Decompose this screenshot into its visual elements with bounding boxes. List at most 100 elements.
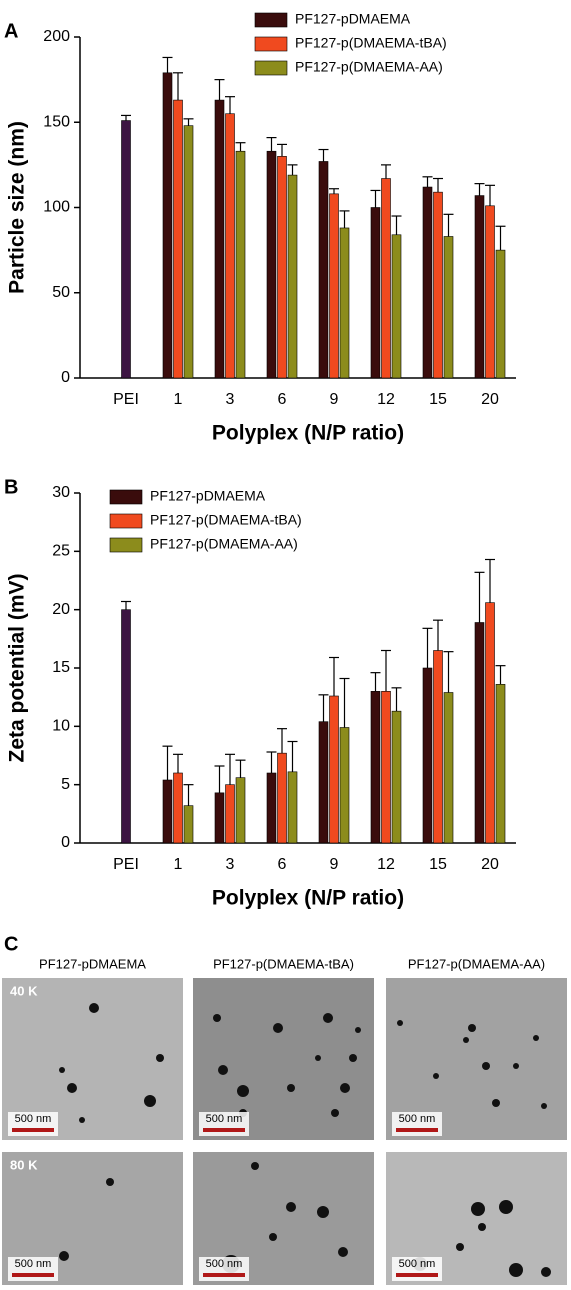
bar	[422, 186, 433, 379]
scale-label: 500 nm	[15, 1113, 52, 1125]
error-bar	[339, 210, 350, 228]
error-bar	[422, 176, 433, 188]
legend-swatch	[254, 12, 288, 28]
particle	[89, 1003, 99, 1013]
bar	[162, 72, 173, 379]
error-bar	[495, 225, 506, 251]
bar	[370, 207, 381, 379]
error-bar	[433, 619, 443, 651]
particle	[468, 1024, 476, 1032]
bar	[183, 805, 194, 844]
error-bar	[183, 118, 194, 126]
x-tick-label: PEI	[113, 391, 139, 408]
bar	[287, 174, 298, 379]
x-tick-label: PEI	[113, 856, 139, 873]
bar	[474, 195, 485, 379]
particle	[509, 1263, 523, 1277]
error-bar	[287, 740, 298, 772]
particle	[349, 1054, 357, 1062]
y-tick-label: 0	[61, 369, 70, 386]
bar	[485, 602, 495, 844]
error-bar	[277, 728, 287, 754]
y-tick-label: 100	[43, 199, 70, 216]
panel-label: A	[4, 20, 18, 42]
error-bar	[266, 751, 277, 773]
x-tick-label: 12	[377, 856, 395, 873]
error-bar	[474, 571, 485, 623]
bar	[225, 113, 235, 379]
bar	[422, 667, 433, 844]
error-bar	[173, 72, 183, 101]
error-bar	[474, 183, 485, 196]
magnification: 80 K	[10, 1157, 38, 1172]
y-axis-title: Particle size (nm)	[6, 121, 29, 294]
particle	[340, 1083, 350, 1093]
particle	[287, 1084, 295, 1092]
error-bar	[318, 694, 329, 722]
x-tick-label: 9	[330, 391, 339, 408]
bar	[329, 695, 339, 844]
bar	[474, 622, 485, 844]
y-tick-label: 30	[52, 484, 70, 501]
error-bar	[266, 136, 277, 152]
x-tick-label: 1	[174, 856, 183, 873]
y-tick-label: 25	[52, 543, 70, 560]
legend-swatch	[254, 60, 288, 76]
particle	[59, 1251, 69, 1261]
error-bar	[339, 677, 350, 728]
legend-swatch	[109, 537, 143, 553]
error-bar	[485, 558, 495, 603]
particle	[67, 1083, 77, 1093]
particle	[492, 1099, 500, 1107]
particle	[456, 1243, 464, 1251]
error-bar	[381, 164, 391, 179]
bar	[318, 161, 329, 379]
error-bar	[329, 188, 339, 194]
column-header: PF127-p(DMAEMA-AA)	[408, 956, 545, 971]
error-bar	[329, 656, 339, 696]
particle	[315, 1055, 321, 1061]
bar	[381, 691, 391, 844]
particle	[106, 1178, 114, 1186]
bar	[433, 191, 443, 379]
error-bar	[183, 784, 194, 806]
particle	[269, 1233, 277, 1241]
error-bar	[485, 184, 495, 206]
particle	[317, 1206, 329, 1218]
error-bar	[214, 765, 225, 793]
error-bar	[391, 687, 402, 712]
error-bar	[235, 142, 246, 152]
particle	[323, 1013, 333, 1023]
bar	[433, 650, 443, 844]
error-bar	[433, 177, 443, 193]
particle	[463, 1037, 469, 1043]
scale-label: 500 nm	[206, 1113, 243, 1125]
y-tick-label: 10	[52, 718, 70, 735]
particle	[286, 1202, 296, 1212]
scale-label: 500 nm	[15, 1258, 52, 1270]
bar	[287, 771, 298, 844]
y-tick-label: 5	[61, 776, 70, 793]
magnification: 40 K	[10, 983, 38, 998]
error-bar	[235, 759, 246, 778]
error-bar	[443, 651, 454, 693]
particle	[331, 1109, 339, 1117]
error-bar	[225, 96, 235, 114]
x-tick-label: 20	[481, 856, 499, 873]
particle	[156, 1054, 164, 1062]
x-tick-label: 20	[481, 391, 499, 408]
particle	[533, 1035, 539, 1041]
y-axis-title: Zeta potential (mV)	[6, 573, 29, 762]
panel-label: C	[4, 933, 18, 955]
error-bar	[495, 665, 506, 685]
x-tick-label: 6	[278, 856, 287, 873]
particle	[478, 1223, 486, 1231]
x-tick-label: 12	[377, 391, 395, 408]
particle	[79, 1117, 85, 1123]
y-tick-label: 150	[43, 113, 70, 130]
legend-swatch	[109, 513, 143, 529]
bar	[391, 234, 402, 379]
legend-label: PF127-pDMAEMA	[150, 488, 266, 504]
error-bar	[370, 672, 381, 692]
